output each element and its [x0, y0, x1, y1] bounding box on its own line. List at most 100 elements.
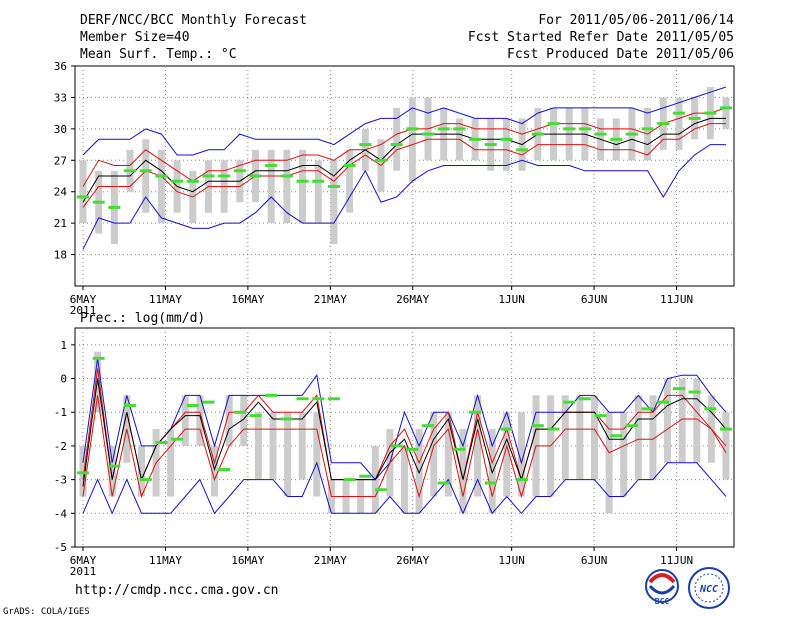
box-bar [196, 395, 204, 446]
x-tick-label: 1JUN [498, 554, 525, 567]
box-bar [444, 412, 452, 497]
x-tick-label: 11JUN [660, 293, 693, 306]
box-bar [503, 412, 511, 497]
temperature-panel: 18 21 24 27 30 33 36 6MAY 11MAY 16MAY 21MAY 26MAY 1J… [54, 60, 735, 317]
box-bar [634, 395, 642, 480]
box-bar [722, 97, 730, 129]
box-bar [79, 160, 87, 224]
bcc-logo: BCC [645, 569, 679, 606]
member-size-label: Member Size=40 [80, 30, 190, 45]
box-bar [142, 139, 150, 213]
grads-credit: GrADS: COLA/IGES [3, 607, 90, 617]
box-bar [284, 412, 292, 497]
ncc-logo: NCC [688, 567, 730, 609]
box-bar [678, 378, 686, 463]
box-bar [79, 445, 87, 497]
box-bar [605, 412, 613, 514]
box-bar [313, 412, 321, 497]
box-bar [576, 395, 584, 480]
box-bar [254, 412, 262, 480]
series-line-max [82, 358, 727, 481]
series-line-min [82, 461, 727, 515]
box-bar [181, 395, 189, 446]
x-tick-label: 6JUN [581, 554, 608, 567]
box-bar [722, 412, 730, 480]
started-date: Fcst Started Refer Date 2011/05/05 [468, 30, 734, 45]
y-tick-label: 30 [54, 123, 67, 136]
x-year-label: 2011 [70, 304, 97, 317]
series-line-median [82, 117, 726, 203]
x-tick-label: 16MAY [231, 554, 264, 567]
y-tick-label: -1 [54, 406, 67, 419]
y-tick-label: 0 [60, 373, 67, 386]
x-tick-label: 6MAY [70, 554, 97, 567]
box-bar [167, 429, 175, 497]
y-tick-label: -2 [54, 440, 67, 453]
box-bar [299, 149, 307, 224]
series-line-median [82, 378, 727, 487]
box-bar [298, 412, 306, 480]
box-bar [346, 149, 354, 213]
source-url[interactable]: http://cmdp.ncc.cma.gov.cn [75, 583, 279, 598]
bcc-logo-text: BCC [655, 597, 670, 606]
series-line-lower [82, 123, 726, 208]
box-bar [675, 97, 683, 150]
produced-date: Fcst Produced Date 2011/05/06 [507, 47, 734, 62]
x-tick-label: 21MAY [314, 554, 347, 567]
forecast-range: For 2011/05/06-2011/06/14 [538, 13, 734, 28]
box-bar [430, 412, 438, 497]
x-tick-label: 21MAY [314, 293, 347, 306]
box-bar [330, 160, 338, 245]
box-bar [283, 149, 291, 224]
y-tick-label: -3 [54, 474, 67, 487]
box-bar [267, 149, 275, 224]
box-bar [590, 395, 598, 480]
box-bar [211, 445, 219, 497]
box-bar [401, 445, 408, 514]
y-tick-label: 21 [54, 217, 67, 230]
box-bar [157, 149, 165, 224]
box-bar [649, 395, 657, 480]
box-bar [459, 429, 467, 514]
box-bar [620, 412, 628, 497]
y-tick-label: -4 [54, 507, 68, 520]
x-tick-label: 16MAY [231, 293, 264, 306]
box-bar [664, 378, 672, 463]
box-bar [502, 118, 510, 171]
chart-title: DERF/NCC/BCC Monthly Forecast [80, 13, 307, 28]
y-tick-label: 1 [60, 339, 67, 352]
variable-label: Mean Surf. Temp.: °C [80, 47, 237, 62]
y-tick-label: -5 [54, 541, 67, 554]
y-tick-label: 33 [54, 91, 67, 104]
y-tick-label: 27 [54, 154, 67, 167]
series-line-max [82, 86, 727, 156]
box-bar [225, 395, 233, 446]
x-tick-label: 6JUN [581, 293, 608, 306]
box-bar [415, 429, 423, 514]
x-tick-label: 1JUN [498, 293, 525, 306]
x-tick-label: 26MAY [396, 554, 429, 567]
box-bar [474, 395, 482, 497]
box-bar [137, 445, 145, 497]
box-bar [693, 378, 701, 463]
series-line-min [82, 144, 726, 250]
y-tick-label: 36 [54, 60, 67, 73]
ncc-logo-text: NCC [699, 584, 718, 595]
series-line-upper [82, 107, 727, 187]
box-bar [561, 395, 569, 480]
plot-frame [74, 65, 735, 287]
plot-frame [74, 327, 735, 548]
x-tick-label: 26MAY [396, 293, 429, 306]
x-tick-label: 11MAY [149, 554, 182, 567]
y-tick-label: 24 [54, 186, 68, 199]
x-year-label: 2011 [70, 565, 97, 578]
box-bar [240, 395, 248, 446]
box-bar [393, 107, 401, 171]
box-bar [314, 160, 322, 224]
box-bar [408, 97, 416, 182]
x-tick-label: 6MAY [70, 293, 97, 306]
series-line-upper [82, 368, 727, 482]
precip-label: Prec.: log(mm/d) [80, 311, 205, 326]
series-line-lower [82, 395, 727, 499]
